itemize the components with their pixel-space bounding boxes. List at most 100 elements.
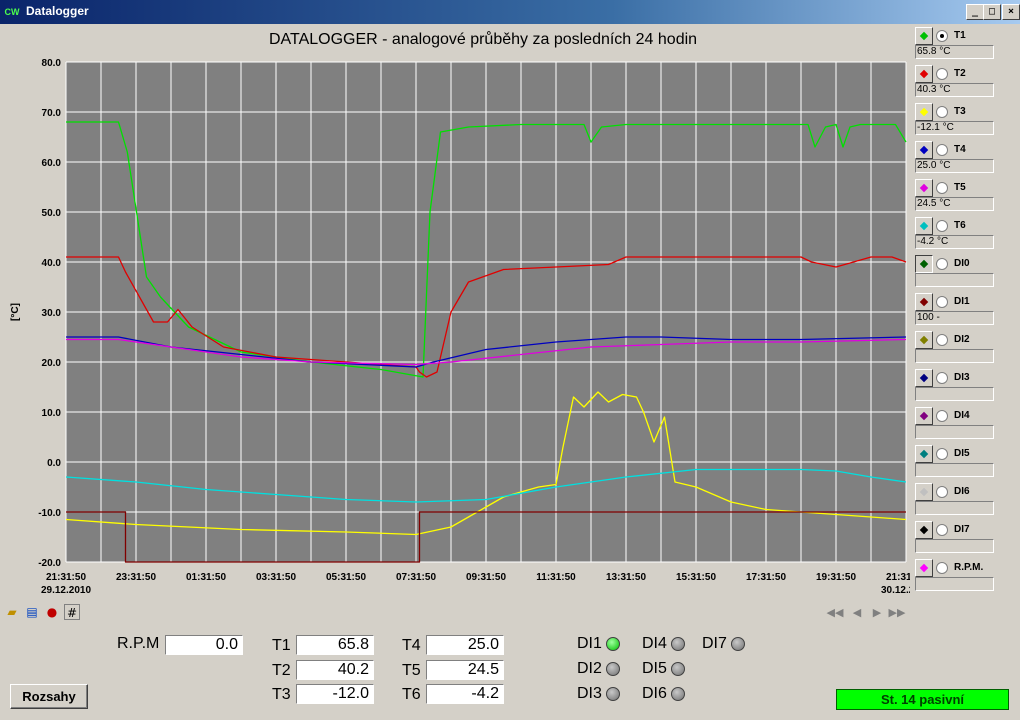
x-tick-label: 13:31:50 [606, 572, 646, 583]
color-dot-icon [919, 487, 929, 497]
x-tick-label: 07:31:50 [396, 572, 436, 583]
t2-label: T2 [272, 662, 291, 679]
color-swatch-button[interactable] [915, 369, 933, 387]
channel-radio[interactable] [936, 486, 948, 498]
channel-item-t2[interactable]: T2 40.3 °C [912, 64, 994, 102]
color-swatch-button[interactable] [915, 521, 933, 539]
channel-radio[interactable] [936, 562, 948, 574]
channel-value: -4.2 °C [915, 235, 994, 249]
di-label-di6: DI6 [642, 685, 667, 702]
channel-item-t4[interactable]: T4 25.0 °C [912, 140, 994, 178]
color-swatch-button[interactable] [915, 445, 933, 463]
y-tick-label: -10.0 [38, 508, 61, 519]
channel-radio[interactable] [936, 448, 948, 460]
channel-radio[interactable] [936, 30, 948, 42]
color-swatch-button[interactable] [915, 217, 933, 235]
channel-item-di5[interactable]: DI5 [912, 444, 994, 482]
channel-item-t6[interactable]: T6 -4.2 °C [912, 216, 994, 254]
color-swatch-button[interactable] [915, 293, 933, 311]
y-axis-label: [°C] [10, 303, 21, 321]
color-swatch-button[interactable] [915, 179, 933, 197]
maximize-button[interactable]: □ [983, 4, 1001, 20]
y-tick-label: 30.0 [42, 308, 62, 319]
color-swatch-button[interactable] [915, 483, 933, 501]
first-page-icon[interactable]: ◀◀ [826, 606, 844, 619]
channel-item-t1[interactable]: T1 65.8 °C [912, 26, 994, 64]
grid-icon[interactable]: # [64, 604, 80, 620]
color-swatch-button[interactable] [915, 65, 933, 83]
channel-item-di4[interactable]: DI4 [912, 406, 994, 444]
channel-label: T2 [954, 68, 966, 79]
di-led-di1 [606, 637, 620, 651]
channel-radio[interactable] [936, 410, 948, 422]
color-dot-icon [919, 145, 929, 155]
color-swatch-button[interactable] [915, 331, 933, 349]
last-page-icon[interactable]: ▶▶ [888, 606, 906, 619]
channel-item-di2[interactable]: DI2 [912, 330, 994, 368]
channel-value [915, 273, 994, 287]
channel-item-di7[interactable]: DI7 [912, 520, 994, 558]
channel-label: DI1 [954, 296, 970, 307]
color-dot-icon [919, 297, 929, 307]
color-swatch-button[interactable] [915, 559, 933, 577]
di-label-di1: DI1 [577, 635, 602, 652]
y-tick-label: 80.0 [42, 58, 62, 69]
channel-radio[interactable] [936, 106, 948, 118]
close-button[interactable]: × [1002, 4, 1020, 20]
color-swatch-button[interactable] [915, 255, 933, 273]
channel-label: DI3 [954, 372, 970, 383]
t3-value: -12.0 [296, 684, 374, 704]
x-tick-label: 23:31:50 [116, 572, 156, 583]
channel-radio[interactable] [936, 372, 948, 384]
open-folder-icon[interactable]: ▰ [7, 605, 17, 619]
channel-item-di3[interactable]: DI3 [912, 368, 994, 406]
series-line-t2 [66, 256, 907, 378]
channel-radio[interactable] [936, 144, 948, 156]
y-tick-label: 10.0 [42, 408, 62, 419]
color-swatch-button[interactable] [915, 27, 933, 45]
color-swatch-button[interactable] [915, 141, 933, 159]
di-led-di6 [671, 687, 685, 701]
channel-item-rpm[interactable]: R.P.M. [912, 558, 994, 596]
channel-radio[interactable] [936, 258, 948, 270]
prev-page-icon[interactable]: ◀ [852, 606, 862, 619]
channel-item-di1[interactable]: DI1 100 - [912, 292, 994, 330]
t4-label: T4 [402, 637, 421, 654]
ranges-button[interactable]: Rozsahy [10, 684, 88, 709]
status-indicator: St. 14 pasivní [836, 689, 1009, 710]
color-swatch-button[interactable] [915, 407, 933, 425]
t1-value: 65.8 [296, 635, 374, 655]
next-page-icon[interactable]: ▶ [872, 606, 882, 619]
channel-label: DI2 [954, 334, 970, 345]
channel-radio[interactable] [936, 334, 948, 346]
export-icon[interactable]: ● [46, 605, 58, 619]
channel-value [915, 463, 994, 477]
channel-item-di0[interactable]: DI0 [912, 254, 994, 292]
di-led-di4 [671, 637, 685, 651]
t3-label: T3 [272, 686, 291, 703]
channel-value: 65.8 °C [915, 45, 994, 59]
x-tick-label: 09:31:50 [466, 572, 506, 583]
channel-item-t5[interactable]: T5 24.5 °C [912, 178, 994, 216]
color-swatch-button[interactable] [915, 103, 933, 121]
channel-value [915, 501, 994, 515]
channel-radio[interactable] [936, 524, 948, 536]
channel-item-t3[interactable]: T3 -12.1 °C [912, 102, 994, 140]
print-icon[interactable]: ▤ [26, 605, 38, 619]
y-tick-label: -20.0 [38, 558, 61, 569]
channel-value [915, 577, 994, 591]
channel-radio[interactable] [936, 68, 948, 80]
channel-radio[interactable] [936, 220, 948, 232]
series-line-t6 [65, 468, 907, 503]
channel-radio[interactable] [936, 182, 948, 194]
di-led-di3 [606, 687, 620, 701]
di-led-di7 [731, 637, 745, 651]
y-tick-label: 40.0 [42, 258, 62, 269]
channel-radio[interactable] [936, 296, 948, 308]
t4-value: 25.0 [426, 635, 504, 655]
app-icon: CW [4, 7, 20, 17]
channel-label: R.P.M. [954, 562, 984, 573]
minimize-button[interactable]: _ [966, 4, 984, 20]
di-led-di2 [606, 662, 620, 676]
channel-item-di6[interactable]: DI6 [912, 482, 994, 520]
